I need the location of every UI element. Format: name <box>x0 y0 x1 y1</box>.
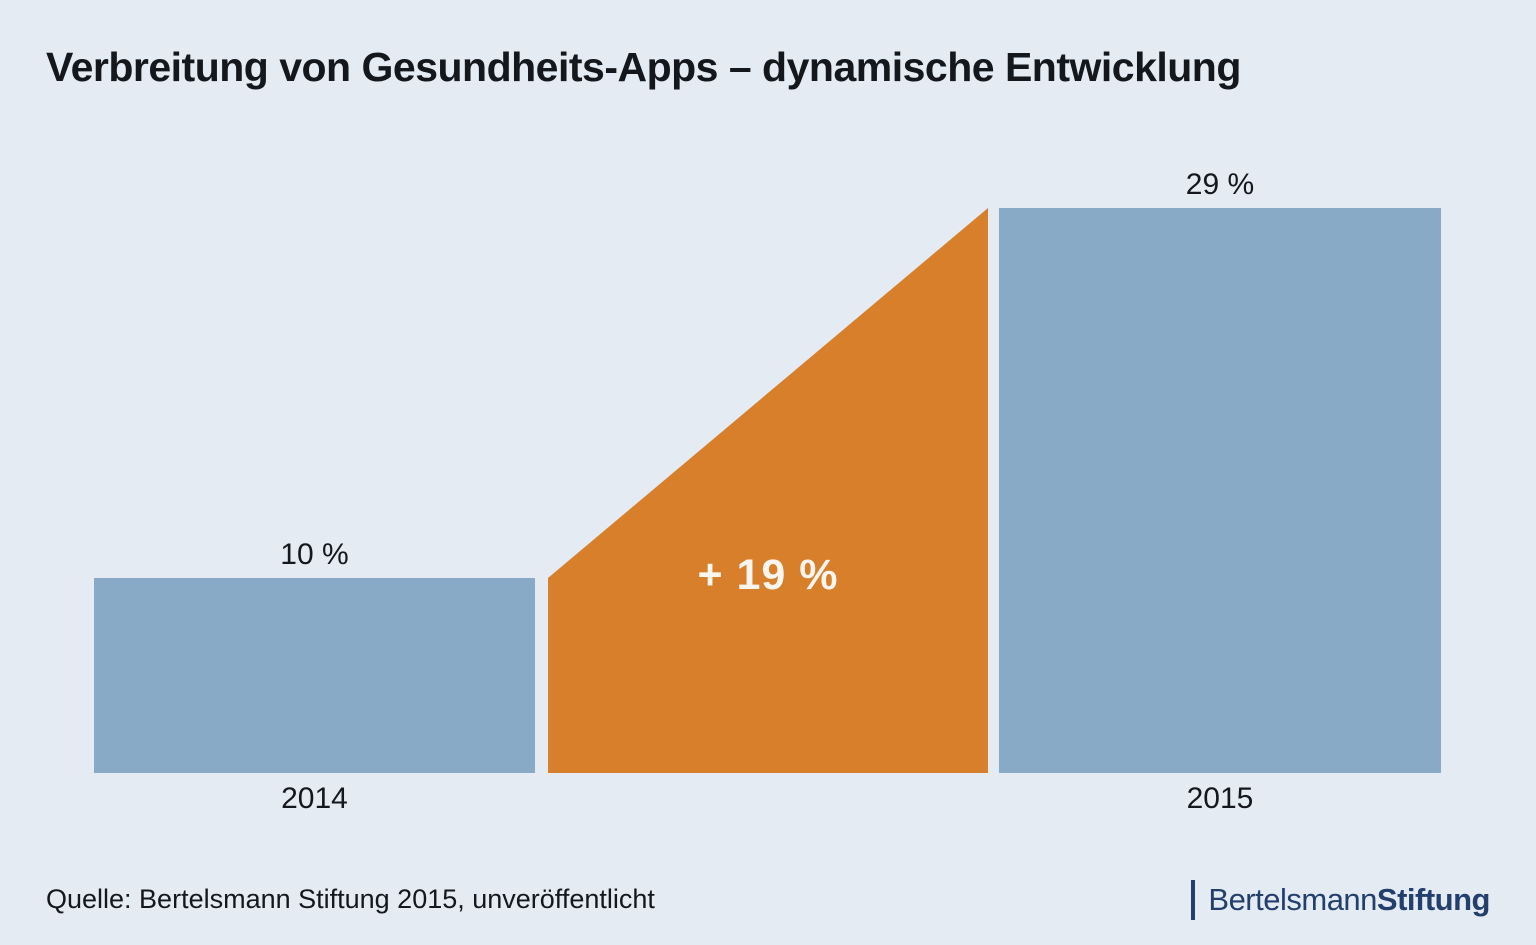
delta-wedge <box>548 208 988 773</box>
logo-divider-bar-icon <box>1191 880 1196 920</box>
page-title: Verbreitung von Gesundheits-Apps – dynam… <box>46 44 1241 90</box>
logo-text-regular: Bertelsmann <box>1208 882 1377 917</box>
delta-label: + 19 % <box>697 551 839 599</box>
bar-2014 <box>94 578 535 773</box>
value-label-2014: 10 % <box>280 538 349 571</box>
value-label-2015: 29 % <box>1185 168 1255 201</box>
source-note: Quelle: Bertelsmann Stiftung 2015, unver… <box>46 884 655 914</box>
bar-2015 <box>999 208 1441 773</box>
logo-text-bold: Stiftung <box>1376 882 1491 917</box>
bertelsmann-stiftung-logo: BertelsmannStiftung <box>1191 880 1491 920</box>
logo-text: BertelsmannStiftung <box>1208 882 1490 918</box>
axis-label-2014: 2014 <box>281 782 348 815</box>
axis-label-2015: 2015 <box>1186 782 1254 815</box>
